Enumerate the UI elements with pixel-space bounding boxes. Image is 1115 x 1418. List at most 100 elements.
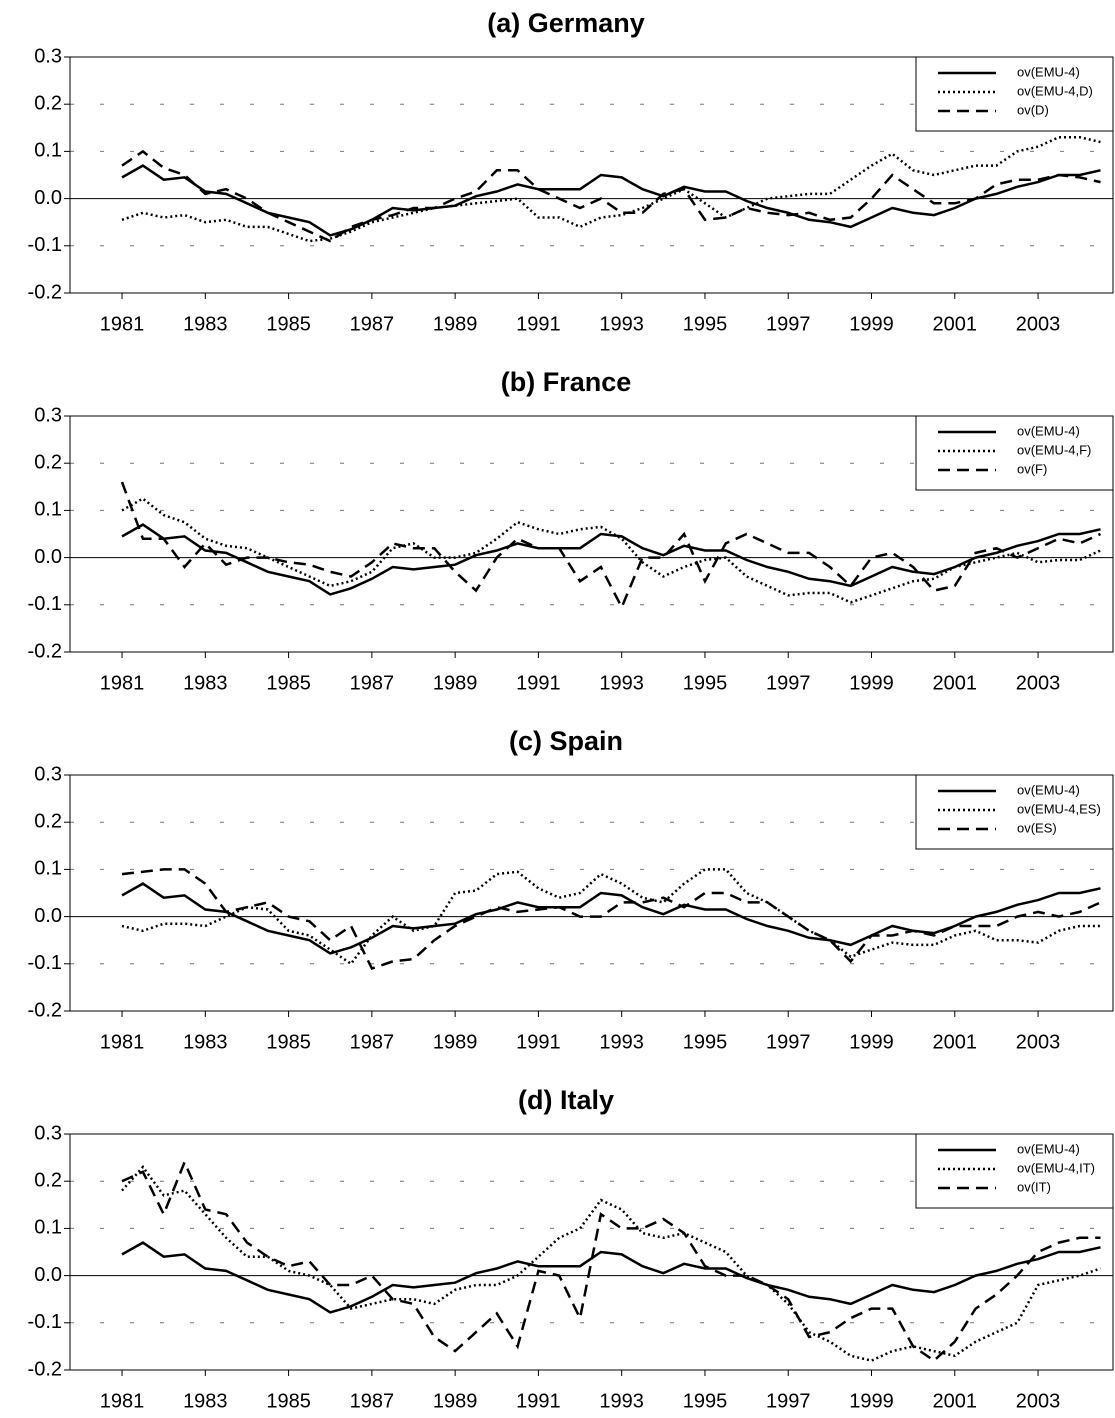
x-tick-label: 1995 [683, 313, 728, 335]
y-tick-label: 0.1 [34, 499, 62, 521]
legend-label: ov(EMU-4) [1017, 64, 1080, 79]
y-tick-label: 0.0 [34, 905, 62, 927]
x-tick-label: 1999 [849, 672, 894, 694]
series-line [121, 164, 1101, 237]
legend-label: ov(F) [1017, 461, 1047, 476]
x-tick-label: 2001 [933, 1031, 978, 1053]
legend-label: ov(EMU-4,IT) [1017, 1160, 1095, 1175]
x-tick-label: 1991 [516, 313, 561, 335]
x-tick-label: 1989 [433, 1390, 478, 1412]
x-tick-label: 1991 [516, 1031, 561, 1053]
series-line [121, 135, 1101, 243]
plot-frame [69, 1133, 1114, 1371]
legend-label: ov(EMU-4) [1017, 782, 1080, 797]
series-line [121, 1159, 1101, 1363]
x-tick-label: 1981 [100, 672, 145, 694]
series-line [121, 497, 1102, 604]
y-tick-label: -0.1 [28, 952, 62, 974]
y-tick-label: 0.2 [34, 1169, 62, 1191]
legend-label: ov(EMU-4,D) [1017, 83, 1093, 98]
plot-frame [69, 774, 1114, 1012]
legend-label: ov(EMU-4) [1017, 423, 1080, 438]
y-tick-label: 0.0 [34, 546, 62, 568]
chart-title: (c) Spain [509, 726, 623, 756]
x-tick-label: 1983 [183, 1031, 228, 1053]
x-tick-label: 2003 [1016, 1390, 1061, 1412]
x-tick-label: 1981 [100, 1390, 145, 1412]
x-tick-label: 1997 [766, 672, 811, 694]
y-tick-label: -0.2 [28, 281, 62, 303]
y-tick-label: 0.0 [34, 187, 62, 209]
legend-label: ov(D) [1017, 102, 1049, 117]
chart-title: (b) France [501, 367, 632, 397]
x-tick-label: 1987 [350, 313, 395, 335]
chart-title: (d) Italy [518, 1085, 614, 1115]
legend-box [915, 415, 1114, 491]
y-tick-label: -0.1 [28, 234, 62, 256]
series-line [121, 868, 1101, 966]
x-tick-label: 1985 [266, 1390, 311, 1412]
y-tick-label: 0.3 [34, 404, 62, 426]
x-tick-label: 1985 [266, 313, 311, 335]
series-line [120, 481, 1102, 611]
x-tick-label: 2003 [1016, 672, 1061, 694]
x-tick-label: 1997 [766, 1390, 811, 1412]
legend-box [915, 1133, 1114, 1209]
y-tick-label: 0.2 [34, 451, 62, 473]
plot-frame [69, 56, 1114, 294]
x-tick-label: 2003 [1016, 1031, 1061, 1053]
x-tick-label: 1985 [266, 1031, 311, 1053]
x-tick-label: 1993 [599, 313, 644, 335]
x-tick-label: 1987 [350, 672, 395, 694]
x-tick-label: 1993 [599, 672, 644, 694]
y-tick-label: -0.2 [28, 999, 62, 1021]
x-tick-label: 1995 [683, 1390, 728, 1412]
y-tick-label: 0.1 [34, 140, 62, 162]
plot-frame [69, 415, 1114, 653]
x-tick-label: 1983 [183, 1390, 228, 1412]
x-tick-label: 2003 [1016, 313, 1061, 335]
x-tick-label: 2001 [933, 313, 978, 335]
y-tick-label: 0.1 [34, 858, 62, 880]
x-tick-label: 1987 [350, 1031, 395, 1053]
legend-box [915, 774, 1114, 850]
chart-title: (a) Germany [487, 8, 645, 38]
legend-label: ov(ES) [1017, 820, 1057, 835]
y-tick-label: 0.3 [34, 1122, 62, 1144]
x-tick-label: 1989 [433, 313, 478, 335]
legend-label: ov(EMU-4,ES) [1017, 801, 1101, 816]
y-tick-label: -0.2 [28, 1358, 62, 1380]
y-tick-label: -0.1 [28, 593, 62, 615]
x-tick-label: 2001 [933, 1390, 978, 1412]
x-tick-label: 1981 [100, 1031, 145, 1053]
series-line [121, 1241, 1101, 1314]
x-tick-label: 1983 [183, 672, 228, 694]
y-tick-label: 0.2 [34, 92, 62, 114]
x-tick-label: 1981 [100, 313, 145, 335]
x-tick-label: 2001 [933, 672, 978, 694]
y-tick-label: 0.1 [34, 1217, 62, 1239]
legend-label: ov(EMU-4,F) [1017, 442, 1091, 457]
series-line [121, 868, 1102, 971]
x-tick-label: 1985 [266, 672, 311, 694]
legend-box [915, 56, 1114, 132]
x-tick-label: 1983 [183, 313, 228, 335]
x-tick-label: 1991 [516, 672, 561, 694]
x-tick-label: 1991 [516, 1390, 561, 1412]
x-tick-label: 1993 [599, 1390, 644, 1412]
y-tick-label: -0.2 [28, 640, 62, 662]
legend-label: ov(EMU-4) [1017, 1141, 1080, 1156]
x-tick-label: 1987 [350, 1390, 395, 1412]
y-tick-label: 0.0 [34, 1264, 62, 1286]
series-line [121, 1165, 1101, 1362]
x-tick-label: 1999 [849, 1031, 894, 1053]
series-line [121, 882, 1101, 955]
y-tick-label: 0.3 [34, 763, 62, 785]
x-tick-label: 1995 [683, 1031, 728, 1053]
y-tick-label: 0.2 [34, 810, 62, 832]
x-tick-label: 1997 [766, 313, 811, 335]
x-tick-label: 1989 [433, 672, 478, 694]
x-tick-label: 1995 [683, 672, 728, 694]
